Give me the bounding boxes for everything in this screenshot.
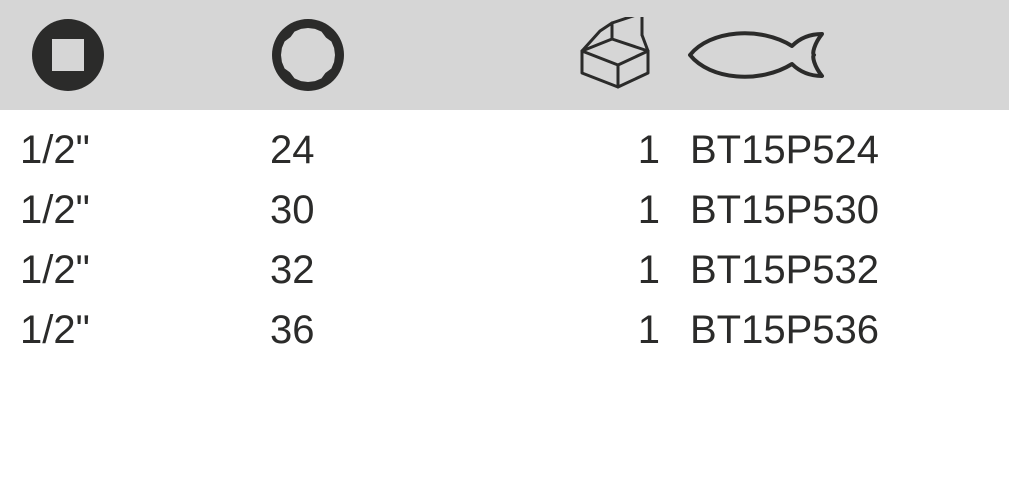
table-row: 1/2" 24 1 BT15P524 <box>20 120 1009 180</box>
table-row: 1/2" 36 1 BT15P536 <box>20 300 1009 360</box>
cell-part-number: BT15P532 <box>660 248 940 293</box>
cell-pack-qty: 1 <box>580 248 660 293</box>
cell-drive-size: 1/2" <box>20 188 270 233</box>
box-icon <box>570 17 660 93</box>
cell-part-number: BT15P524 <box>660 128 940 173</box>
cell-socket-size: 32 <box>270 248 580 293</box>
header-cell-socket-size <box>270 17 570 93</box>
cell-pack-qty: 1 <box>580 188 660 233</box>
square-drive-icon <box>30 17 106 93</box>
header-cell-part-number <box>680 20 960 90</box>
table-row: 1/2" 30 1 BT15P530 <box>20 180 1009 240</box>
cell-part-number: BT15P530 <box>660 188 940 233</box>
spec-table: 1/2" 24 1 BT15P524 1/2" 30 1 BT15P530 1/… <box>0 0 1009 360</box>
cell-drive-size: 1/2" <box>20 248 270 293</box>
cell-socket-size: 36 <box>270 308 580 353</box>
table-body: 1/2" 24 1 BT15P524 1/2" 30 1 BT15P530 1/… <box>0 110 1009 360</box>
header-cell-pack-qty <box>570 17 680 93</box>
cell-pack-qty: 1 <box>580 128 660 173</box>
cell-pack-qty: 1 <box>580 308 660 353</box>
twelve-point-icon <box>270 17 346 93</box>
cell-socket-size: 30 <box>270 188 580 233</box>
cell-socket-size: 24 <box>270 128 580 173</box>
table-header-row <box>0 0 1009 110</box>
cell-drive-size: 1/2" <box>20 308 270 353</box>
table-row: 1/2" 32 1 BT15P532 <box>20 240 1009 300</box>
header-cell-drive-size <box>30 17 270 93</box>
cell-part-number: BT15P536 <box>660 308 940 353</box>
cell-drive-size: 1/2" <box>20 128 270 173</box>
fish-icon <box>680 20 830 90</box>
